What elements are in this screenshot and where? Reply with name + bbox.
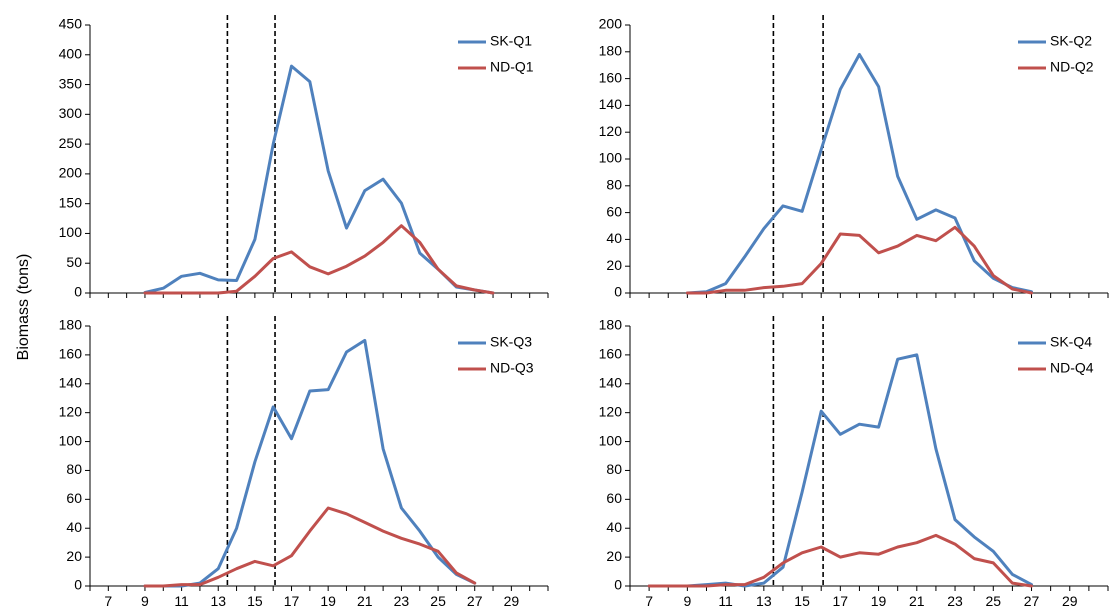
y-tick-label: 120 [599, 403, 623, 419]
legend-label-sk-q1: SK-Q1 [490, 33, 532, 49]
y-tick-label: 120 [59, 403, 83, 419]
y-tick-label: 100 [59, 432, 83, 448]
y-tick-label: 180 [599, 317, 623, 333]
panels: 050100150200250300350400450SK-Q1ND-Q1020… [59, 15, 1109, 609]
y-tick-label: 180 [599, 43, 623, 59]
legend-label-sk-q2: SK-Q2 [1050, 33, 1092, 49]
y-tick-label: 160 [59, 346, 83, 362]
x-tick-label: 11 [174, 593, 189, 609]
y-tick-label: 60 [66, 490, 82, 506]
x-tick-label: 25 [430, 593, 446, 609]
y-tick-label: 400 [59, 45, 83, 61]
series-line-nd-q1 [143, 224, 495, 295]
x-tick-label: 21 [357, 593, 373, 609]
x-tick-label: 19 [320, 593, 336, 609]
legend-label-nd-q3: ND-Q3 [490, 360, 534, 376]
y-tick-label: 180 [59, 317, 83, 333]
x-tick-label: 13 [756, 593, 772, 609]
series-line-sk-q4 [647, 353, 1033, 588]
y-tick-label: 250 [59, 135, 83, 151]
y-tick-label: 160 [599, 69, 623, 85]
y-tick-label: 120 [599, 123, 623, 139]
legend-label-nd-q4: ND-Q4 [1050, 360, 1094, 376]
y-tick-label: 450 [59, 16, 83, 32]
y-tick-label: 140 [59, 374, 83, 390]
y-tick-label: 100 [59, 224, 83, 240]
x-tick-label: 11 [718, 593, 733, 609]
y-axis-label: Biomass (tons) [15, 254, 32, 361]
y-tick-label: 0 [74, 577, 82, 593]
x-tick-label: 23 [947, 593, 963, 609]
y-tick-label: 40 [606, 230, 622, 246]
x-tick-label: 27 [1024, 593, 1040, 609]
series-line-sk-q3 [143, 338, 477, 588]
x-tick-label: 13 [210, 593, 226, 609]
legend-label-sk-q4: SK-Q4 [1050, 334, 1092, 350]
panel-bottom-right: 0 20 40 60 80 100 120 140 160 180 7 9 11 13 15 17 19 21 23… [599, 316, 1109, 609]
x-tick-label: 9 [141, 593, 149, 609]
y-tick-label: 200 [59, 165, 83, 181]
y-tick-label: 0 [614, 577, 622, 593]
y-tick-label: 100 [599, 150, 623, 166]
y-tick-label: 150 [59, 194, 83, 210]
x-tick-label: 15 [794, 593, 810, 609]
series-line-sk-q2 [685, 53, 1033, 295]
x-tick-label: 7 [645, 593, 653, 609]
y-tick-label: 0 [614, 284, 622, 300]
y-tick-label: 60 [606, 490, 622, 506]
x-tick-label: 9 [683, 593, 691, 609]
x-tick-label: 17 [284, 593, 300, 609]
x-tick-label: 27 [467, 593, 483, 609]
y-tick-label: 100 [599, 432, 623, 448]
legend-label-nd-q1: ND-Q1 [490, 59, 534, 75]
y-tick-label: 350 [59, 75, 83, 91]
y-tick-label: 50 [66, 254, 82, 270]
y-tick-label: 200 [599, 16, 623, 32]
x-tick-label: 25 [985, 593, 1001, 609]
y-tick-label: 80 [606, 461, 622, 477]
y-tick-label: 80 [606, 177, 622, 193]
series-line-nd-q4 [647, 533, 1033, 588]
x-tick-label: 21 [909, 593, 925, 609]
y-tick-label: 20 [66, 548, 82, 564]
y-tick-label: 80 [66, 461, 82, 477]
y-tick-label: 140 [599, 96, 623, 112]
series-line-nd-q2 [685, 225, 1033, 295]
y-tick-label: 300 [59, 105, 83, 121]
series-line-nd-q3 [143, 506, 477, 588]
legend-label-sk-q3: SK-Q3 [490, 334, 532, 350]
y-tick-label: 160 [599, 346, 623, 362]
y-tick-label: 140 [599, 374, 623, 390]
x-tick-label: 29 [1062, 593, 1078, 609]
panel-top-left: 0 50 100 150 200 250 300 350 400 450 SK-Q1 ND-Q1 [59, 15, 549, 300]
y-tick-label: 20 [606, 548, 622, 564]
y-tick-label: 40 [606, 519, 622, 535]
panel-top-right: 0 20 40 60 80 100 120 140 160 180 200 SK-Q2 ND-Q2 [599, 15, 1109, 300]
x-tick-label: 15 [247, 593, 263, 609]
y-tick-label: 20 [606, 257, 622, 273]
x-tick-label: 29 [504, 593, 520, 609]
panel-bottom-left: 0 20 40 60 80 100 120 140 160 180 7 9 11 13 15 17 19 21 23… [59, 316, 549, 609]
legend-label-nd-q2: ND-Q2 [1050, 59, 1094, 75]
x-tick-label: 7 [104, 593, 112, 609]
series-line-sk-q1 [143, 64, 495, 295]
y-tick-label: 40 [66, 519, 82, 535]
x-tick-label: 19 [871, 593, 887, 609]
x-tick-label: 23 [394, 593, 410, 609]
y-tick-label: 0 [74, 284, 82, 300]
y-tick-label: 60 [606, 203, 622, 219]
x-tick-label: 17 [833, 593, 849, 609]
